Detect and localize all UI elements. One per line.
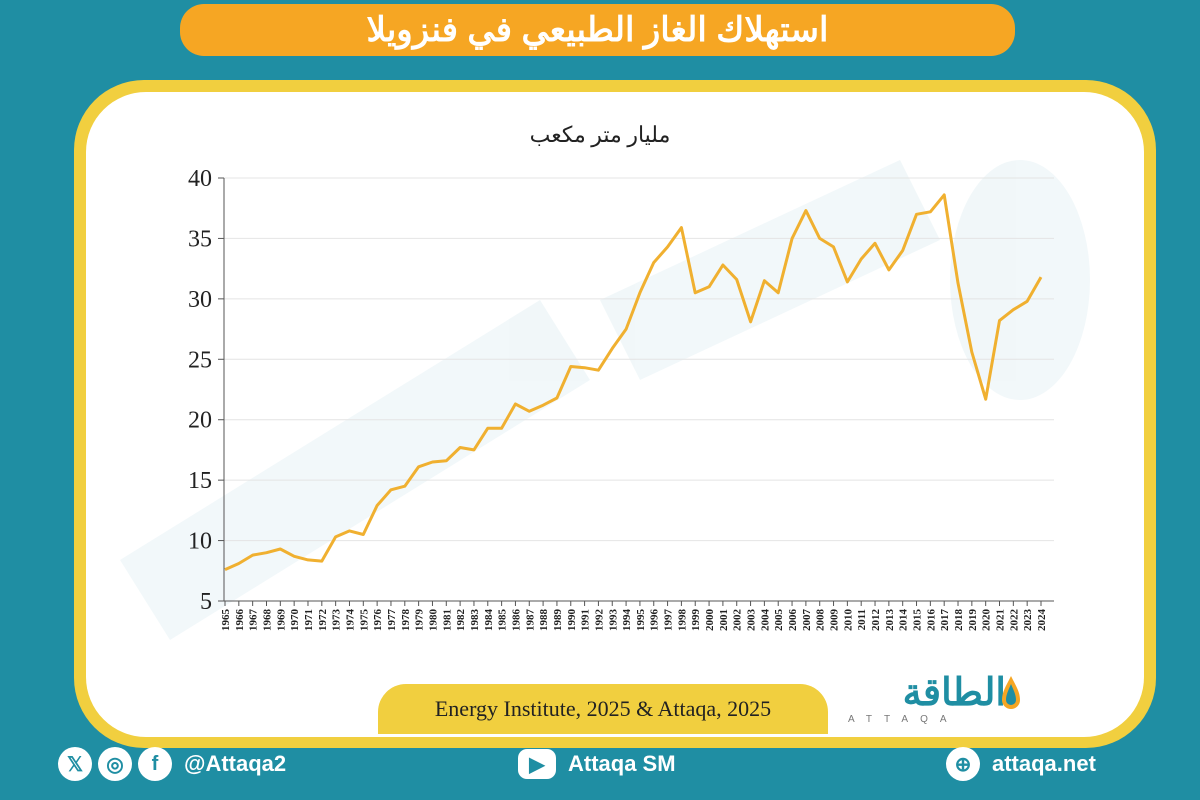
y-axis-ticks: 5 10 15 20 25 30 35 40	[188, 166, 224, 615]
x-tick-label: 1968	[261, 609, 273, 632]
x-tick-label: 2016	[925, 609, 937, 632]
social-handle[interactable]: @Attaqa2	[184, 751, 287, 776]
x-tick-label: 1987	[524, 609, 536, 632]
x-tick-label: 1977	[386, 609, 398, 632]
logo-drop-icon	[1002, 676, 1020, 709]
series-group	[224, 193, 1043, 571]
x-tick-label: 2024	[1036, 609, 1048, 632]
x-tick-label: 1985	[497, 609, 509, 632]
x-tick-label: 1970	[289, 609, 301, 632]
y-tick-label: 25	[188, 347, 212, 373]
x-tick-label: 1979	[414, 609, 426, 632]
x-tick-label: 1998	[676, 609, 688, 632]
x-axis-ticks: 1965 1966 1967 1968 1969 1970 1971 1972 1973 1974…	[220, 601, 1048, 631]
website-link[interactable]: attaqa.net	[992, 751, 1096, 776]
x-tick-label: 2008	[815, 609, 827, 632]
x-tick-label: 2023	[1022, 609, 1034, 632]
x-tick-label: 1990	[566, 609, 578, 632]
x-tick-label: 2020	[981, 609, 993, 632]
chart-card	[86, 92, 1144, 737]
y-tick-label: 40	[188, 166, 212, 192]
x-tick-label: 1983	[469, 609, 481, 632]
x-tick-label: 1999	[690, 609, 702, 632]
chart-title: استهلاك الغاز الطبيعي في فنزويلا	[180, 4, 1015, 56]
x-tick-label: 2019	[967, 609, 979, 632]
x-tick-label: 2015	[912, 609, 924, 632]
x-tick-label: 1978	[400, 609, 412, 632]
y-tick-label: 30	[188, 287, 212, 313]
y-tick-label: 5	[200, 589, 212, 615]
y-tick-label: 35	[188, 226, 212, 252]
x-tick-label: 2000	[704, 609, 716, 632]
facebook-icon[interactable]: f	[138, 747, 172, 781]
x-icon[interactable]: 𝕏	[58, 747, 92, 781]
instagram-icon[interactable]: ◎	[98, 747, 132, 781]
x-tick-label: 1996	[649, 609, 661, 632]
x-tick-label: 2011	[856, 609, 868, 630]
x-tick-label: 1966	[234, 609, 246, 632]
x-tick-label: 1981	[441, 609, 453, 631]
globe-icon[interactable]: ⊕	[946, 747, 980, 781]
x-tick-label: 2010	[842, 609, 854, 632]
x-tick-label: 2003	[746, 609, 758, 632]
y-tick-label: 15	[188, 468, 212, 494]
x-tick-label: 2004	[759, 609, 771, 632]
logo-latin-text: ATTAQA	[848, 714, 959, 725]
x-tick-label: 1989	[552, 609, 564, 632]
youtube-icon[interactable]: ▶	[518, 749, 556, 779]
attaqa-logo: الطاقة ATTAQA	[840, 670, 1020, 726]
x-tick-label: 1986	[510, 609, 522, 632]
x-tick-label: 2014	[898, 609, 910, 632]
x-tick-label: 1965	[220, 609, 232, 632]
x-tick-label: 1974	[344, 609, 356, 632]
source-label: Energy Institute, 2025 & Attaqa, 2025	[378, 684, 828, 734]
x-tick-label: 1992	[593, 609, 605, 632]
x-tick-label: 2001	[718, 609, 730, 631]
x-tick-label: 1993	[607, 609, 619, 632]
footer-website: ⊕ attaqa.net	[946, 744, 1096, 784]
y-tick-label: 20	[188, 408, 212, 434]
x-tick-label: 2022	[1008, 609, 1020, 632]
unit-label: مليار متر مكعب	[529, 122, 671, 147]
x-tick-label: 1984	[483, 609, 495, 632]
x-tick-label: 1971	[303, 609, 315, 631]
x-tick-label: 1973	[331, 609, 343, 632]
series-line	[224, 193, 1043, 571]
footer-youtube: ▶ Attaqa SM	[518, 744, 676, 784]
x-tick-label: 1997	[663, 609, 675, 632]
y-tick-label: 10	[188, 529, 212, 555]
x-tick-label: 2017	[939, 609, 951, 632]
x-tick-label: 1982	[455, 609, 467, 632]
x-tick-label: 1991	[580, 609, 592, 631]
x-tick-label: 2002	[732, 609, 744, 632]
gridlines	[224, 177, 1054, 542]
x-tick-label: 1975	[358, 609, 370, 632]
x-tick-label: 2021	[995, 609, 1007, 631]
x-tick-label: 1976	[372, 609, 384, 632]
x-tick-label: 2018	[953, 609, 965, 632]
footer-social: 𝕏 ◎ f @Attaqa2	[58, 744, 286, 784]
x-tick-label: 2013	[884, 609, 896, 632]
x-tick-label: 1967	[248, 609, 260, 632]
axes	[223, 178, 1054, 602]
x-tick-label: 2012	[870, 609, 882, 632]
x-tick-label: 2009	[829, 609, 841, 632]
x-tick-label: 1980	[427, 609, 439, 632]
x-tick-label: 1994	[621, 609, 633, 632]
youtube-channel[interactable]: Attaqa SM	[568, 751, 676, 776]
x-tick-label: 2006	[787, 609, 799, 632]
x-tick-label: 2007	[801, 609, 813, 632]
x-tick-label: 2005	[773, 609, 785, 632]
x-tick-label: 1988	[538, 609, 550, 632]
x-tick-label: 1969	[275, 609, 287, 632]
x-tick-label: 1995	[635, 609, 647, 632]
x-tick-label: 1972	[317, 609, 329, 632]
logo-arabic-text: الطاقة	[902, 672, 1006, 714]
